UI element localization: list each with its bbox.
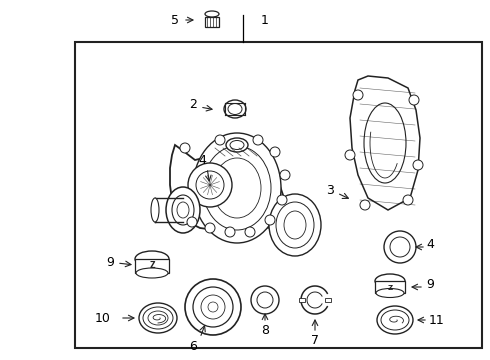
Ellipse shape <box>224 100 246 118</box>
Circle shape <box>403 195 413 205</box>
Circle shape <box>413 160 423 170</box>
Circle shape <box>193 287 233 327</box>
Circle shape <box>185 279 241 335</box>
Circle shape <box>353 90 363 100</box>
Ellipse shape <box>376 288 404 297</box>
Bar <box>299 298 305 302</box>
Text: 9: 9 <box>106 256 114 270</box>
Ellipse shape <box>148 311 168 325</box>
Circle shape <box>257 292 273 308</box>
Text: Z: Z <box>149 261 155 270</box>
Ellipse shape <box>375 274 405 288</box>
Circle shape <box>188 163 232 207</box>
Text: 4: 4 <box>426 238 434 252</box>
Text: 6: 6 <box>189 339 197 352</box>
Circle shape <box>180 143 190 153</box>
Circle shape <box>390 237 410 257</box>
Ellipse shape <box>364 103 406 183</box>
Circle shape <box>265 215 275 225</box>
Ellipse shape <box>177 202 189 218</box>
Ellipse shape <box>203 146 271 230</box>
Ellipse shape <box>381 310 409 330</box>
Ellipse shape <box>166 187 200 233</box>
Ellipse shape <box>135 251 169 267</box>
Circle shape <box>196 171 224 199</box>
Ellipse shape <box>172 195 194 225</box>
Text: 5: 5 <box>171 13 179 27</box>
Text: 2: 2 <box>189 99 197 112</box>
Bar <box>375 281 405 293</box>
Ellipse shape <box>143 307 173 329</box>
Circle shape <box>345 150 355 160</box>
Ellipse shape <box>139 303 177 333</box>
Circle shape <box>277 195 287 205</box>
Circle shape <box>280 170 290 180</box>
Circle shape <box>205 223 215 233</box>
Ellipse shape <box>230 140 244 149</box>
Ellipse shape <box>136 268 168 278</box>
Ellipse shape <box>226 138 248 152</box>
Circle shape <box>215 135 225 145</box>
Bar <box>135 259 169 273</box>
Circle shape <box>251 286 279 314</box>
Ellipse shape <box>193 133 281 243</box>
Text: 9: 9 <box>426 279 434 292</box>
Text: 8: 8 <box>261 324 269 337</box>
Circle shape <box>201 295 225 319</box>
Circle shape <box>409 95 419 105</box>
Text: 1: 1 <box>261 13 269 27</box>
Text: Z: Z <box>388 285 392 291</box>
Text: 7: 7 <box>311 333 319 346</box>
Text: 10: 10 <box>95 311 111 324</box>
Circle shape <box>253 135 263 145</box>
Bar <box>75 42 482 348</box>
Circle shape <box>245 227 255 237</box>
Circle shape <box>270 147 280 157</box>
Circle shape <box>384 231 416 263</box>
Text: 11: 11 <box>429 314 445 327</box>
Ellipse shape <box>284 211 306 239</box>
Text: 3: 3 <box>326 184 334 197</box>
Ellipse shape <box>205 11 219 17</box>
Ellipse shape <box>228 104 242 114</box>
Circle shape <box>225 227 235 237</box>
Ellipse shape <box>213 158 261 218</box>
Ellipse shape <box>151 198 159 222</box>
Text: 4: 4 <box>198 153 206 166</box>
Polygon shape <box>350 76 420 210</box>
Circle shape <box>187 217 197 227</box>
Circle shape <box>208 302 218 312</box>
Ellipse shape <box>276 202 314 248</box>
Circle shape <box>360 200 370 210</box>
Bar <box>325 298 331 302</box>
Ellipse shape <box>377 306 413 334</box>
Bar <box>205 17 219 27</box>
Polygon shape <box>170 145 285 230</box>
Ellipse shape <box>269 194 321 256</box>
